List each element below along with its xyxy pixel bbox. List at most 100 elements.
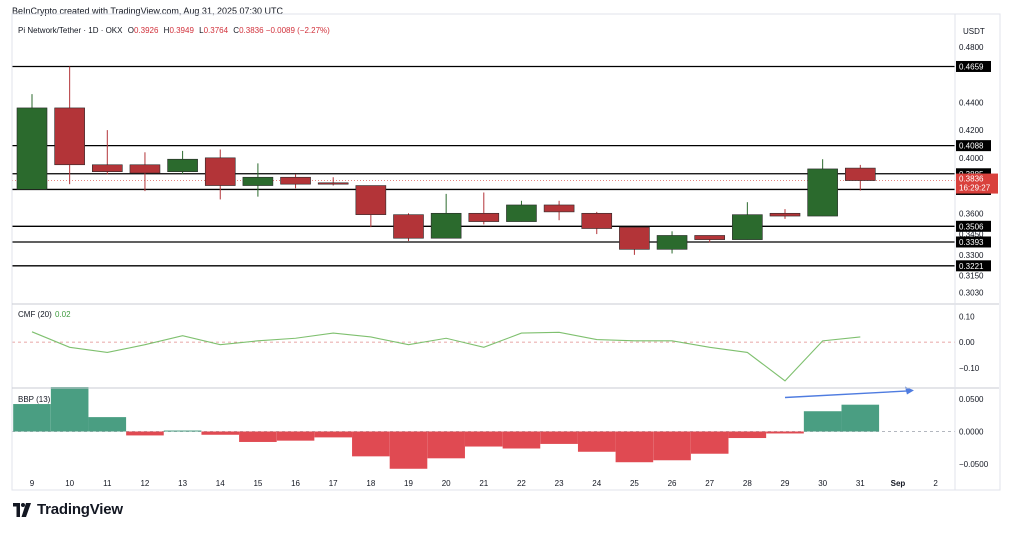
candle-body — [129, 164, 161, 174]
low-value: 0.3764 — [203, 26, 229, 35]
x-tick-label: 28 — [743, 479, 752, 488]
candle-15[interactable] — [242, 163, 274, 197]
cmf-tick-label: −0.10 — [959, 364, 980, 373]
bbp-title: BBP (13) — [18, 395, 51, 404]
candle-27[interactable] — [694, 235, 726, 243]
candle-12[interactable] — [129, 152, 161, 192]
candle-29[interactable] — [769, 209, 801, 219]
close-value: 0.3836 — [239, 26, 264, 35]
candle-31[interactable] — [844, 164, 876, 191]
symbol-name[interactable]: Pi Network/Tether · 1D · OKX — [18, 26, 123, 35]
tradingview-logo-icon — [13, 502, 31, 517]
x-tick-label: 22 — [517, 479, 526, 488]
candle-body — [543, 204, 575, 213]
candle-11[interactable] — [92, 130, 123, 175]
candle-body — [54, 107, 85, 166]
candle-body — [506, 204, 537, 222]
candle-body — [92, 164, 123, 172]
price-tick-label: 0.4200 — [959, 126, 984, 135]
x-tick-label: 16 — [291, 479, 300, 488]
cmf-series-line — [31, 331, 861, 382]
current-price-label: 0.3836 — [959, 175, 984, 184]
cmf-last-value: 0.02 — [55, 310, 71, 319]
tradingview-brand[interactable]: TradingView — [12, 501, 123, 518]
current-price-tag — [956, 173, 998, 194]
candle-30[interactable] — [807, 159, 838, 217]
level-tag-label: 0.3221 — [959, 262, 984, 271]
candle-9[interactable] — [16, 94, 48, 190]
x-tick-label: 13 — [178, 479, 187, 488]
candle-20[interactable] — [430, 193, 462, 239]
x-tick-label: 2 — [933, 479, 938, 488]
trend-arrow-line — [784, 390, 908, 399]
bbp-bar-23 — [540, 431, 578, 444]
x-tick-label: 27 — [705, 479, 714, 488]
candle-body — [694, 235, 726, 240]
bbp-bar-16 — [276, 431, 315, 441]
bbp-pane[interactable] — [12, 386, 955, 469]
candle-body — [619, 226, 650, 250]
candle-21[interactable] — [468, 192, 500, 225]
price-tick-label: 0.3300 — [959, 251, 984, 260]
candle-10[interactable] — [54, 66, 85, 185]
cmf-tick-label: 0.00 — [959, 338, 975, 347]
bbp-bar-29 — [766, 431, 804, 434]
high-value: 0.3949 — [169, 26, 194, 35]
chart-border — [11, 13, 1001, 491]
candle-body — [732, 214, 763, 240]
x-tick-label: Sep — [891, 479, 906, 488]
candle-body — [430, 212, 462, 239]
price-tick-label: 0.3150 — [959, 272, 984, 281]
open-key: O — [127, 26, 134, 35]
candle-body — [167, 158, 198, 172]
price-pane[interactable] — [12, 65, 955, 267]
candle-body — [468, 212, 500, 222]
change-value: −0.0089 (−2.27%) — [265, 26, 330, 35]
open-value: 0.3926 — [133, 26, 159, 35]
x-tick-label: 17 — [329, 479, 338, 488]
candle-22[interactable] — [506, 200, 537, 222]
level-tag — [956, 220, 991, 232]
candle-body — [355, 185, 387, 215]
candle-23[interactable] — [543, 200, 575, 221]
candle-14[interactable] — [204, 149, 236, 200]
price-tick-label: 0.4400 — [959, 98, 984, 107]
candle-19[interactable] — [393, 213, 424, 242]
candle-body — [204, 157, 236, 186]
brand-name: TradingView — [37, 501, 123, 518]
x-tick-label: 29 — [781, 479, 790, 488]
level-tag — [956, 60, 991, 72]
x-tick-label: 19 — [404, 479, 413, 488]
candle-body — [807, 168, 838, 217]
price-tick-label: 0.4000 — [959, 154, 984, 163]
bbp-bar-19 — [389, 431, 428, 469]
axes-layer: 0.4800 0.4659 0.4400 0.4200 0.4088 0.4000 0.38… — [11, 13, 1001, 491]
price-tick-label: 0.4800 — [959, 43, 984, 52]
x-tick-label: 25 — [630, 479, 639, 488]
candle-body — [393, 214, 424, 239]
cmf-pane[interactable] — [12, 331, 955, 382]
candle-24[interactable] — [581, 211, 613, 235]
candle-17[interactable] — [317, 177, 349, 186]
candle-28[interactable] — [732, 202, 763, 240]
bbp-tick-label: 0.0000 — [959, 428, 984, 437]
candle-body — [280, 176, 311, 185]
bbp-bar-11 — [88, 417, 127, 432]
bbp-bar-15 — [239, 431, 277, 442]
candle-body — [317, 182, 349, 185]
bbp-bar-28 — [728, 431, 767, 439]
candle-18[interactable] — [355, 185, 387, 228]
level-tag — [956, 140, 991, 152]
x-tick-label: 14 — [216, 479, 225, 488]
candle-25[interactable] — [619, 226, 650, 255]
price-tick-label: 0.3030 — [959, 288, 984, 297]
bbp-tick-label: −0.0500 — [959, 460, 989, 469]
candle-26[interactable] — [656, 231, 688, 254]
candle-16[interactable] — [280, 174, 311, 189]
bbp-tick-label: 0.0500 — [959, 395, 984, 404]
bbp-bar-25 — [615, 431, 654, 463]
candle-13[interactable] — [167, 150, 198, 175]
level-tag-label: 0.4659 — [959, 62, 984, 71]
level-tag-label: 0.3506 — [959, 222, 984, 231]
